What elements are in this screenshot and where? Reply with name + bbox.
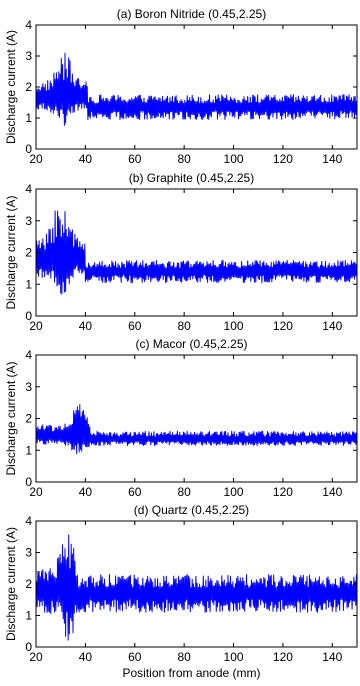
x-tick-label-1-4: 100 xyxy=(224,319,244,333)
x-tick-label-2-4: 100 xyxy=(224,485,244,499)
y-tick-label-2-4: 4 xyxy=(25,348,32,362)
x-axis-label-3: Position from anode (mm) xyxy=(122,666,260,680)
y-axis-label-2: Discharge current (A) xyxy=(4,361,18,475)
x-tick-label-3-1: 40 xyxy=(79,650,93,664)
x-tick-label-3-4: 100 xyxy=(224,650,244,664)
y-tick-label-0-3: 3 xyxy=(25,49,32,63)
x-tick-label-1-6: 140 xyxy=(322,319,342,333)
y-tick-label-3-2: 2 xyxy=(25,577,32,591)
y-tick-label-2-1: 1 xyxy=(25,443,32,457)
y-tick-label-1-3: 3 xyxy=(25,214,32,228)
y-tick-label-2-2: 2 xyxy=(25,412,32,426)
x-tick-label-1-3: 80 xyxy=(177,319,191,333)
x-tick-label-0-1: 40 xyxy=(79,152,93,166)
x-tick-label-1-5: 120 xyxy=(273,319,293,333)
plot-frame-0 xyxy=(36,25,357,149)
series-line-1 xyxy=(36,211,357,294)
y-tick-label-2-3: 3 xyxy=(25,380,32,394)
series-line-3 xyxy=(36,535,357,640)
y-tick-label-3-4: 4 xyxy=(25,514,32,528)
x-tick-label-2-2: 60 xyxy=(128,485,142,499)
x-tick-label-0-3: 80 xyxy=(177,152,191,166)
y-axis-label-3: Discharge current (A) xyxy=(4,527,18,641)
x-tick-label-3-3: 80 xyxy=(177,650,191,664)
y-tick-label-0-0: 0 xyxy=(25,142,32,156)
y-tick-label-0-2: 2 xyxy=(25,80,32,94)
y-tick-label-3-3: 3 xyxy=(25,546,32,560)
x-tick-label-0-6: 140 xyxy=(322,152,342,166)
chart-title-2: (c) Macor (0.45,2.25) xyxy=(135,337,247,351)
x-tick-label-2-1: 40 xyxy=(79,485,93,499)
x-tick-label-2-3: 80 xyxy=(177,485,191,499)
series-line-2 xyxy=(36,405,357,454)
chart-title-3: (d) Quartz (0.45,2.25) xyxy=(134,503,249,517)
y-tick-label-0-4: 4 xyxy=(25,18,32,32)
y-tick-label-3-1: 1 xyxy=(25,609,32,623)
chart-title-0: (a) Boron Nitride (0.45,2.25) xyxy=(117,7,266,21)
x-tick-label-3-5: 120 xyxy=(273,650,293,664)
y-tick-label-2-0: 0 xyxy=(25,475,32,489)
series-line-0 xyxy=(36,53,357,125)
x-tick-label-3-2: 60 xyxy=(128,650,142,664)
x-tick-label-0-2: 60 xyxy=(128,152,142,166)
y-axis-label-0: Discharge current (A) xyxy=(4,30,18,144)
y-axis-label-1: Discharge current (A) xyxy=(4,195,18,309)
y-tick-label-3-0: 0 xyxy=(25,640,32,654)
y-tick-label-1-2: 2 xyxy=(25,246,32,260)
y-tick-label-1-0: 0 xyxy=(25,309,32,323)
y-tick-label-1-4: 4 xyxy=(25,182,32,196)
y-tick-label-1-1: 1 xyxy=(25,277,32,291)
x-tick-label-1-2: 60 xyxy=(128,319,142,333)
y-tick-label-0-1: 1 xyxy=(25,111,32,125)
x-tick-label-2-5: 120 xyxy=(273,485,293,499)
x-tick-label-0-5: 120 xyxy=(273,152,293,166)
x-tick-label-2-6: 140 xyxy=(322,485,342,499)
chart-title-1: (b) Graphite (0.45,2.25) xyxy=(129,171,254,185)
x-tick-label-1-1: 40 xyxy=(79,319,93,333)
x-tick-label-0-4: 100 xyxy=(224,152,244,166)
x-tick-label-3-6: 140 xyxy=(322,650,342,664)
